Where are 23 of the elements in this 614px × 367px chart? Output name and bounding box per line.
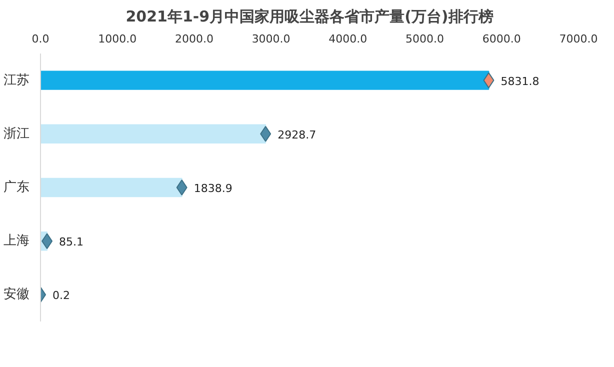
x-tick-label: 1000.0	[98, 32, 137, 46]
y-tick-label: 广东	[4, 180, 30, 195]
bar	[40, 178, 182, 198]
bar	[40, 70, 490, 90]
x-tick-label: 5000.0	[406, 32, 444, 46]
y-tick-label: 浙江	[4, 126, 30, 142]
x-tick-label: 4000.0	[328, 32, 368, 46]
x-tick-label: 6000.0	[482, 32, 521, 46]
data-label: 1838.9	[194, 182, 232, 195]
y-tick-label: 江苏	[4, 72, 30, 88]
x-tick-label: 3000.0	[252, 32, 290, 46]
chart-title: 2021年1-9月中国家用吸尘器各省市产量(万台)排行榜	[126, 8, 494, 26]
bar	[40, 124, 266, 144]
x-tick-label: 7000.0	[559, 32, 598, 46]
point	[176, 180, 188, 196]
y-tick-label: 上海	[4, 234, 30, 249]
x-tick-label: 0.0	[32, 32, 50, 46]
x-tick-label: 2000.0	[174, 32, 214, 46]
data-label: 2928.7	[278, 128, 316, 142]
data-label: 5831.8	[500, 74, 540, 88]
y-tick-label: 安徽	[4, 286, 30, 302]
data-label: 0.2	[52, 289, 70, 302]
data-label: 85.1	[59, 236, 84, 249]
